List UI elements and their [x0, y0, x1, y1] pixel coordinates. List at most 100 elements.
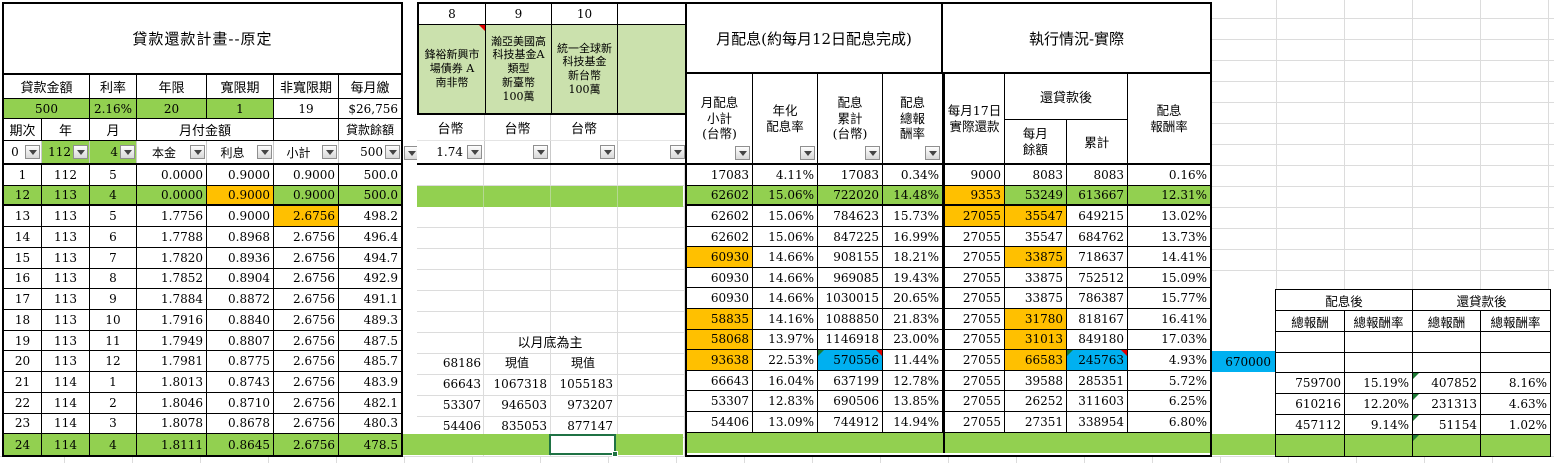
cell[interactable]: 0.8645 [207, 434, 274, 456]
cell[interactable]: 498.2 [339, 206, 401, 228]
cell[interactable]: 12.20% [1345, 394, 1413, 415]
cell[interactable]: 0.8775 [207, 351, 274, 373]
cell[interactable]: 478.5 [339, 434, 401, 456]
cell[interactable]: 18.21% [883, 247, 943, 268]
cell[interactable]: 908155 [818, 247, 883, 268]
cell[interactable]: 53307 [687, 391, 753, 412]
cell[interactable]: 1.8013 [137, 372, 207, 393]
cell[interactable]: 877147 [567, 418, 613, 433]
filter-cell[interactable]: 500 [339, 141, 401, 163]
cell[interactable] [753, 432, 818, 454]
cell[interactable]: 15.19% [1345, 373, 1413, 395]
cell[interactable] [1276, 435, 1345, 457]
cell[interactable]: 27055 [943, 288, 1005, 310]
cell[interactable]: 11 [90, 330, 137, 352]
cell[interactable]: 13 [4, 206, 42, 228]
cell[interactable]: 27055 [943, 267, 1005, 289]
cell[interactable]: 500.0 [339, 165, 401, 186]
cell[interactable]: 27055 [943, 411, 1005, 433]
cell[interactable]: 62602 [687, 226, 753, 248]
cell[interactable]: 1088850 [818, 309, 883, 330]
filter-cell[interactable]: 本金 [137, 141, 207, 163]
filter-dropdown-button[interactable] [800, 146, 815, 160]
cell[interactable]: 1.8046 [137, 392, 207, 414]
cell[interactable]: 1.7756 [137, 206, 207, 228]
cell[interactable]: 610216 [1276, 394, 1345, 415]
cell[interactable]: 2.16% [90, 99, 137, 119]
cell[interactable]: 14.41% [1128, 247, 1210, 268]
cell[interactable]: 27055 [943, 370, 1005, 392]
cell[interactable]: 113 [42, 247, 90, 269]
cell[interactable]: 60930 [687, 288, 753, 310]
cell[interactable]: 718637 [1067, 247, 1128, 268]
filter-cell[interactable] [618, 141, 687, 163]
cell[interactable]: 690506 [818, 391, 883, 412]
cell[interactable]: 58835 [687, 309, 753, 330]
cell[interactable]: 835053 [501, 418, 547, 433]
cell[interactable]: 21 [4, 372, 42, 393]
cell[interactable]: 500.0 [339, 185, 401, 207]
cell[interactable]: 0.34% [883, 165, 943, 186]
cell[interactable]: 17.03% [1128, 330, 1210, 351]
cell[interactable]: 68186 [442, 355, 481, 370]
cell[interactable]: 482.1 [339, 393, 401, 414]
cell[interactable]: 12 [90, 351, 137, 373]
cell[interactable]: 752512 [1067, 267, 1128, 289]
filter-dropdown-button[interactable] [190, 145, 205, 159]
fund-name-cell[interactable]: 統一全球新 科技基金 新台幣 100萬 [552, 25, 618, 113]
cell[interactable]: 4 [90, 434, 137, 456]
cell[interactable]: 487.5 [339, 331, 401, 352]
cell[interactable]: 485.7 [339, 351, 401, 373]
cell[interactable]: 66643 [687, 370, 753, 392]
cell[interactable]: 4.63% [1481, 394, 1550, 415]
cell[interactable]: 53307 [442, 397, 481, 412]
cell[interactable]: $26,756 [339, 99, 401, 119]
cell[interactable]: 0.8678 [207, 413, 274, 435]
cell[interactable]: 113 [42, 310, 90, 331]
cell[interactable]: 22.53% [753, 350, 818, 371]
cell[interactable]: 2.6756 [274, 289, 339, 311]
cell[interactable] [1413, 332, 1481, 353]
cell[interactable]: 1.7820 [137, 247, 207, 269]
cell[interactable]: 0.9000 [207, 206, 274, 228]
cell[interactable]: 759700 [1276, 373, 1345, 395]
cell[interactable]: 27055 [943, 226, 1005, 248]
filter-cell[interactable]: 1.74 [417, 141, 485, 163]
cell[interactable]: 1.8078 [137, 413, 207, 435]
cell[interactable]: 0.8807 [207, 330, 274, 352]
cell[interactable]: 114 [42, 392, 90, 414]
filter-cell[interactable]: 0 [4, 141, 42, 163]
cell[interactable]: 489.3 [339, 310, 401, 331]
filter-dropdown-button[interactable] [533, 145, 548, 159]
cell[interactable] [618, 115, 687, 141]
cell[interactable]: 13.02% [1128, 206, 1210, 227]
cell[interactable]: 4.93% [1128, 350, 1210, 371]
cell[interactable]: 31780 [1005, 309, 1067, 330]
filter-cell[interactable]: 112 [42, 141, 90, 163]
cell[interactable]: 494.7 [339, 248, 401, 269]
filter-cell[interactable] [485, 141, 551, 163]
cell[interactable]: 15.06% [753, 226, 818, 248]
cell[interactable]: 3 [90, 413, 137, 435]
cell[interactable]: 26252 [1005, 391, 1067, 412]
filter-dropdown-button[interactable] [865, 146, 880, 160]
cell[interactable]: 113 [42, 351, 90, 373]
cell[interactable]: 744912 [818, 411, 883, 433]
cell[interactable] [883, 432, 943, 454]
cell[interactable]: 33875 [1005, 247, 1067, 268]
cell[interactable]: 0.0000 [137, 185, 207, 207]
cell[interactable]: 13.73% [1128, 227, 1210, 248]
cell[interactable]: 14.66% [753, 288, 818, 310]
cell[interactable]: 15.77% [1128, 288, 1210, 310]
cell[interactable]: 0.9000 [207, 165, 274, 186]
cell[interactable]: 12.78% [883, 370, 943, 392]
cell[interactable]: 15 [4, 247, 42, 269]
cell[interactable] [1128, 432, 1210, 454]
cell[interactable]: 11.44% [883, 350, 943, 371]
cell[interactable]: 6.80% [1128, 412, 1210, 433]
filter-dropdown-button[interactable] [73, 145, 88, 159]
cell[interactable]: 1.02% [1481, 415, 1550, 436]
filter-cell[interactable] [551, 141, 618, 163]
cell[interactable]: 16.99% [883, 226, 943, 248]
cell[interactable]: 16.04% [753, 370, 818, 392]
